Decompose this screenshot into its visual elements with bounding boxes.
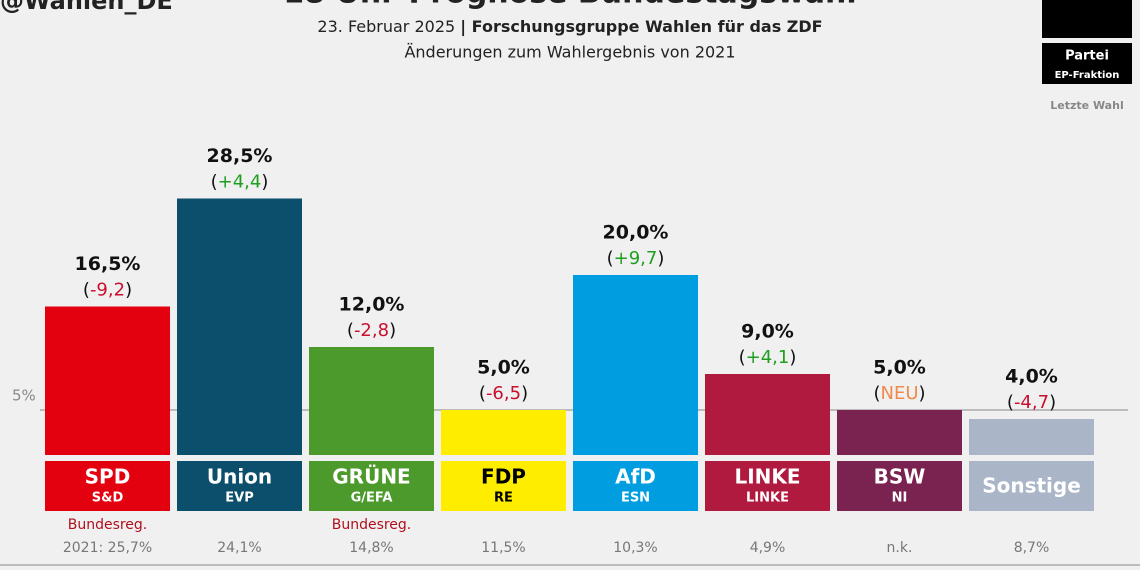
value-label: 5,0% [873, 357, 926, 379]
last-election: 10,3% [613, 540, 657, 556]
party-box [45, 461, 170, 511]
paren: ( [211, 172, 218, 193]
change-label: (+4,1) [739, 347, 797, 368]
change-label: (-9,2) [83, 280, 132, 301]
threshold-label: 5% [12, 387, 36, 405]
paren: ) [521, 383, 528, 404]
party-name: SPD [85, 465, 131, 489]
subtitle: 23. Februar 2025 | Forschungsgruppe Wahl… [317, 17, 822, 37]
change-label: (+4,4) [211, 172, 269, 193]
subtitle2: Änderungen zum Wahlergebnis von 2021 [404, 43, 735, 62]
last-election: 8,7% [1014, 540, 1050, 556]
party-box [705, 461, 830, 511]
change-value: +9,7 [614, 248, 658, 269]
paren: ) [389, 320, 396, 341]
paren: ) [125, 280, 132, 301]
bar [969, 419, 1094, 455]
legend-party: Partei [1065, 49, 1109, 64]
last-election: 24,1% [217, 540, 261, 556]
ep-group: S&D [92, 491, 124, 506]
change-label: (NEU) [873, 383, 925, 404]
change-label: (-2,8) [347, 320, 396, 341]
change-value: -4,7 [1014, 392, 1049, 413]
change-value: NEU [880, 383, 918, 404]
value-label: 16,5% [75, 253, 141, 275]
paren: ( [479, 383, 486, 404]
ep-group: NI [892, 491, 908, 506]
party-box [309, 461, 434, 511]
ep-group: ESN [621, 491, 650, 506]
party-name: LINKE [734, 465, 800, 489]
paren: ( [873, 383, 880, 404]
party-box [573, 461, 698, 511]
paren: ( [347, 320, 354, 341]
legend-last: Letzte Wahl [1050, 99, 1123, 112]
paren: ) [261, 172, 268, 193]
change-value: +4,4 [218, 172, 262, 193]
paren: ( [607, 248, 614, 269]
party-name: FDP [481, 465, 526, 489]
change-value: -2,8 [354, 320, 389, 341]
paren: ( [83, 280, 90, 301]
bar [441, 410, 566, 455]
last-election: n.k. [887, 540, 913, 556]
change-value: +4,1 [746, 347, 790, 368]
note: Bundesreg. [332, 517, 412, 533]
value-label: 28,5% [207, 145, 273, 167]
party-name: AfD [615, 465, 656, 489]
party-name: Sonstige [982, 474, 1081, 498]
value-label: 9,0% [741, 321, 794, 343]
value-label: 5,0% [477, 357, 530, 379]
bar [309, 347, 434, 455]
bar [177, 198, 302, 455]
bar [837, 410, 962, 455]
paren: ) [1049, 392, 1056, 413]
bar [705, 374, 830, 455]
handle: @Wahlen_DE [0, 0, 173, 15]
value-label: 12,0% [339, 294, 405, 316]
chart-title: 18 Uhr-Prognose Bundestagswahl [283, 0, 856, 11]
ep-group: EVP [225, 491, 253, 506]
change-value: -9,2 [90, 280, 125, 301]
note: Bundesreg. [68, 517, 148, 533]
change-label: (-4,7) [1007, 392, 1056, 413]
last-election: 11,5% [481, 540, 525, 556]
party-box [837, 461, 962, 511]
value-label: 4,0% [1005, 366, 1058, 388]
change-label: (-6,5) [479, 383, 528, 404]
party-name: GRÜNE [332, 465, 410, 489]
paren: ( [1007, 392, 1014, 413]
paren: ) [657, 248, 664, 269]
ep-group: RE [494, 491, 513, 506]
party-box [969, 461, 1094, 511]
subtitle-date: 23. Februar 2025 [317, 17, 455, 36]
legend-swatch [1042, 0, 1132, 38]
legend-box [1042, 43, 1132, 84]
party-box [441, 461, 566, 511]
legend-group: EP-Fraktion [1055, 70, 1120, 81]
paren: ) [919, 383, 926, 404]
ep-group: G/EFA [351, 491, 393, 506]
last-election: 2021: 25,7% [63, 540, 152, 556]
paren: ) [789, 347, 796, 368]
change-label: (+9,7) [607, 248, 665, 269]
party-name: Union [207, 465, 272, 489]
value-label: 20,0% [603, 222, 669, 244]
last-election: 4,9% [750, 540, 786, 556]
subtitle-source: | Forschungsgruppe Wahlen für das ZDF [460, 17, 822, 37]
ep-group: LINKE [746, 491, 789, 506]
bar [573, 275, 698, 455]
party-box [177, 461, 302, 511]
bar [45, 306, 170, 455]
change-value: -6,5 [486, 383, 521, 404]
last-election: 14,8% [349, 540, 393, 556]
party-name: BSW [874, 465, 926, 489]
paren: ( [739, 347, 746, 368]
